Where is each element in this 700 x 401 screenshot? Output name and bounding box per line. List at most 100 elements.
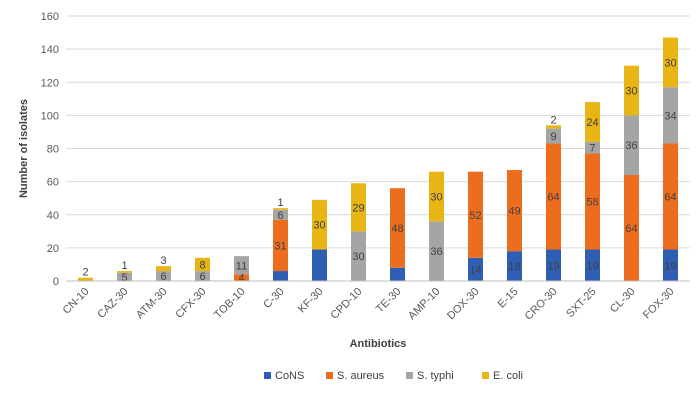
data-label: 3	[160, 255, 166, 267]
bar-segment	[117, 272, 132, 281]
bar-segment	[663, 249, 678, 281]
data-label: 36	[430, 246, 442, 258]
y-axis-title: Number of isolates	[18, 99, 30, 198]
y-tick-label: 20	[47, 243, 59, 255]
x-tick-label: KF-30	[296, 286, 326, 316]
bar-segment	[546, 128, 561, 144]
data-label: 14	[469, 264, 481, 276]
data-label: 4	[238, 273, 244, 285]
bar-segment	[429, 171, 444, 222]
legend-label: S. typhi	[417, 370, 454, 382]
y-tick-label: 120	[41, 77, 59, 89]
data-label: 19	[586, 260, 598, 272]
data-label: 36	[625, 140, 637, 152]
bar-segment	[546, 143, 561, 250]
data-label: 64	[664, 192, 676, 204]
data-label: 6	[199, 271, 205, 283]
data-label: 18	[508, 261, 520, 273]
data-label: 2	[82, 267, 88, 279]
legend-entry: S. aureus	[326, 370, 385, 382]
legend-swatch	[326, 372, 333, 379]
bar-segment	[546, 125, 561, 129]
bar-segment	[390, 267, 405, 281]
x-tick-label: ATM-30	[134, 286, 170, 322]
legend-entry: E. coli	[482, 370, 523, 382]
bar-segment	[234, 256, 249, 275]
data-label: 1	[121, 260, 127, 272]
bar-segment	[273, 208, 288, 210]
x-tick-label: CPD-10	[328, 286, 364, 322]
data-label: 49	[508, 206, 520, 218]
legend-swatch	[406, 372, 413, 379]
data-label: 11	[236, 260, 247, 272]
bar-segment	[585, 102, 600, 142]
bar-segment	[273, 209, 288, 220]
data-label: 30	[352, 251, 364, 263]
y-tick-label: 80	[47, 144, 59, 156]
bar-segment	[351, 231, 366, 281]
data-label: 24	[586, 117, 598, 129]
legend-entry: S. typhi	[406, 370, 454, 382]
x-tick-label: TOB-10	[212, 286, 248, 322]
bar-segment	[507, 251, 522, 281]
data-labels: 2 516368411316130302948363014521849196492…	[82, 57, 676, 284]
legend-label: E. coli	[493, 370, 523, 382]
bar-segment	[351, 183, 366, 232]
data-label: 29	[352, 202, 364, 214]
data-label: 8	[199, 259, 205, 271]
bar-segment	[273, 219, 288, 272]
data-label: 6	[277, 210, 283, 222]
data-label: 1	[277, 197, 283, 209]
x-tick-label: DOX-30	[445, 286, 482, 323]
data-label: 6	[160, 271, 166, 283]
data-label: 58	[586, 197, 598, 209]
data-label: 64	[625, 223, 637, 235]
bar-segment	[624, 65, 639, 116]
data-label: 9	[550, 131, 556, 143]
data-label: 30	[430, 192, 442, 204]
y-tick-label: 40	[47, 210, 59, 222]
bars	[78, 37, 678, 281]
legend-label: CoNS	[275, 370, 304, 382]
legend-entry: CoNS	[264, 370, 304, 382]
bar-segment	[390, 188, 405, 268]
data-label: 52	[469, 210, 481, 222]
bar-segment	[156, 271, 171, 281]
bar-segment	[468, 257, 483, 281]
data-label: 30	[625, 86, 637, 98]
y-axis-ticks: 0 20 40 60 80 100 120 140 160	[41, 11, 59, 288]
y-tick-label: 140	[41, 44, 59, 56]
x-tick-label: C-30	[261, 286, 286, 311]
data-label: 34	[664, 110, 676, 122]
x-axis-title: Antibiotics	[350, 338, 407, 350]
x-axis-ticks: CN-10 CAZ-30 ATM-30 CFX-30 TOB-10 C-30 KF-30 CP…	[61, 286, 677, 323]
x-tick-label: CN-10	[61, 286, 92, 317]
data-label: 19	[547, 260, 559, 272]
data-label: 30	[664, 57, 676, 69]
data-label: 31	[274, 240, 286, 252]
bar-segment	[429, 221, 444, 281]
x-tick-label: CFX-30	[173, 286, 208, 321]
data-label: 19	[664, 260, 676, 272]
data-label: 48	[391, 223, 403, 235]
y-tick-label: 160	[41, 11, 59, 23]
bar-segment	[507, 170, 522, 252]
bar-segment	[624, 115, 639, 175]
bar-segment	[546, 249, 561, 281]
x-tick-label: SXT-25	[564, 286, 598, 320]
bar-segment	[312, 249, 327, 281]
x-tick-label: CAZ-30	[95, 286, 130, 321]
data-label: 2	[550, 114, 556, 126]
data-label: 5	[121, 272, 127, 284]
bar-segment	[624, 175, 639, 281]
x-tick-label: FOX-30	[641, 286, 677, 322]
bar-segment	[312, 199, 327, 250]
gridlines	[66, 15, 690, 249]
legend-swatch	[264, 372, 271, 379]
y-tick-label: 100	[41, 110, 59, 122]
bar-segment	[273, 271, 288, 281]
bar-segment	[195, 271, 210, 281]
bar-segment	[585, 249, 600, 281]
x-tick-label: CL-30	[608, 286, 638, 316]
